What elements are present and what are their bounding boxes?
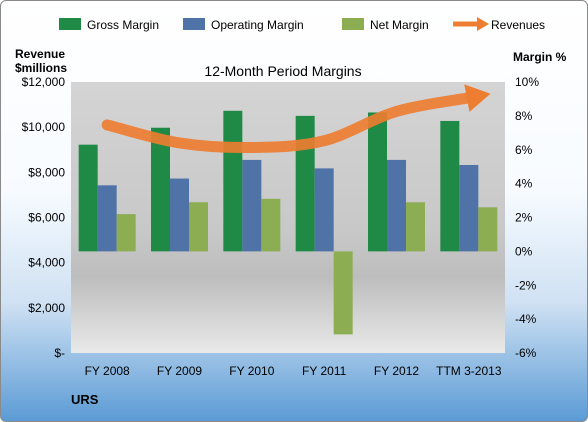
- revenues-line: [101, 92, 475, 154]
- legend-swatch-gross-margin: [59, 18, 81, 30]
- plot-area: [71, 82, 505, 353]
- chart-title: 12-Month Period Margins: [204, 63, 361, 79]
- left-tick-label: $12,000: [22, 75, 66, 89]
- right-tick-label: 6%: [515, 143, 533, 157]
- operating-margin-bar: [242, 159, 262, 252]
- right-axis-label: Margin %: [513, 50, 567, 64]
- category-label: FY 2009: [157, 364, 202, 378]
- legend-label-gross-margin: Gross Margin: [87, 18, 159, 32]
- net-margin-bar: [333, 251, 353, 335]
- operating-margin-bar: [387, 159, 406, 252]
- gross-margin-bar: [223, 110, 243, 252]
- operating-margin-bar: [97, 185, 117, 252]
- right-tick-label: -2%: [515, 278, 537, 292]
- gross-margin-bar: [368, 112, 387, 252]
- net-margin-bar: [261, 198, 281, 252]
- left-tick-label: $-: [54, 346, 65, 360]
- net-margin-bar: [406, 202, 425, 252]
- operating-margin-bar: [314, 168, 334, 252]
- net-margin-bar: [189, 202, 208, 252]
- right-tick-label: 8%: [515, 109, 533, 123]
- gross-margin-bar: [440, 120, 460, 252]
- net-margin-bar: [478, 207, 498, 252]
- legend-revenues-arrowhead-icon: [477, 17, 489, 31]
- legend-label-net-margin: Net Margin: [370, 18, 429, 32]
- operating-margin-bar: [459, 164, 479, 252]
- company-label: URS: [71, 392, 99, 407]
- right-tick-label: 10%: [515, 75, 539, 89]
- left-tick-label: $2,000: [28, 301, 65, 315]
- net-margin-bar: [116, 214, 136, 252]
- legend-swatch-operating-margin: [183, 18, 205, 30]
- category-label: FY 2010: [229, 364, 274, 378]
- operating-margin-bar: [170, 178, 189, 252]
- gross-margin-bar: [78, 144, 98, 252]
- left-tick-label: $8,000: [28, 165, 65, 179]
- right-tick-label: 4%: [515, 177, 533, 191]
- gross-margin-bar: [295, 115, 315, 252]
- legend: Gross Margin Operating Margin Net Margin…: [59, 17, 545, 32]
- category-label: FY 2011: [302, 364, 347, 378]
- legend-label-operating-margin: Operating Margin: [211, 18, 304, 32]
- left-tick-label: $10,000: [22, 120, 66, 134]
- right-tick-label: 0%: [515, 244, 533, 258]
- left-axis-label-line1: Revenue: [15, 47, 65, 61]
- revenues-arrowhead: [464, 84, 491, 112]
- right-tick-label: -4%: [515, 312, 537, 326]
- legend-swatch-net-margin: [342, 18, 364, 30]
- left-axis-label-line2: $millions: [15, 61, 67, 75]
- gross-margin-bar: [151, 127, 170, 252]
- legend-label-revenues: Revenues: [491, 18, 545, 32]
- left-tick-label: $6,000: [28, 211, 65, 225]
- left-tick-label: $4,000: [28, 256, 65, 270]
- right-tick-label: -6%: [515, 346, 537, 360]
- right-tick-label: 2%: [515, 211, 533, 225]
- category-label: FY 2012: [374, 364, 419, 378]
- category-label: FY 2008: [85, 364, 130, 378]
- category-label: TTM 3-2013: [436, 364, 502, 378]
